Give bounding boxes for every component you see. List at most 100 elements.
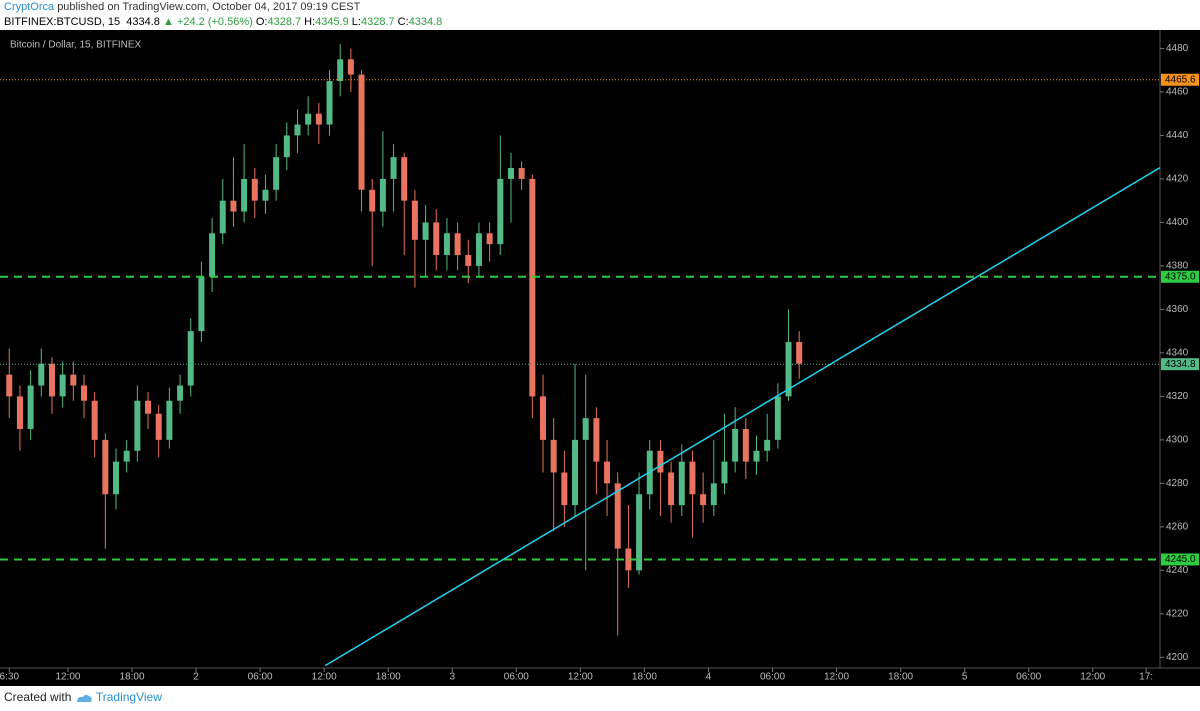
candle-body [614,483,621,549]
ohlc-label: O: [255,16,268,28]
candle-body [241,178,248,212]
candle-body [209,233,216,277]
candle-body [625,548,632,571]
candle-body [721,461,728,484]
candle-body [689,461,696,495]
brand[interactable]: TradingView [95,690,162,704]
x-tick-label: 06:00 [504,672,529,683]
trendline [324,166,1161,667]
y-tick-label: 4360 [1166,304,1189,315]
y-tick-label: 4300 [1166,435,1189,446]
x-tick-label: 5 [962,672,968,683]
ohlc-value: 4334.8 [408,16,443,28]
candle-body [187,331,194,386]
y-tick-label: 4380 [1166,261,1189,272]
candle-body [604,461,611,484]
y-tick-label: 4220 [1166,608,1189,619]
y-tick-label: 4200 [1166,652,1189,663]
created: Created with [4,690,72,704]
y-tick-label: 4460 [1166,87,1189,98]
candle-body [796,342,803,364]
price-label: 4375.0 [1165,271,1196,282]
candle-body [59,374,66,397]
candle-body [177,385,184,401]
candle-body [785,342,792,397]
candle-body [454,233,461,256]
candle-body [273,157,280,190]
logo [76,694,92,702]
candle-body [283,135,290,158]
candle-body [262,189,269,201]
x-tick-label: 12:00 [824,672,849,683]
candle-body [27,385,34,429]
candle-body [582,418,589,440]
candle-body [401,157,408,201]
candle-body [305,113,312,125]
candle-body [497,178,504,245]
price-label-box [1161,73,1199,86]
candle-body [102,439,109,495]
candle-body [294,124,301,136]
candle-body [764,439,771,451]
candle-body [48,363,55,397]
y-tick-label: 4280 [1166,478,1189,489]
y-tick-label: 4400 [1166,217,1189,228]
candle-body [550,439,557,473]
x-tick-label: 18:00 [632,672,657,683]
candle-body [80,385,87,401]
price-label-box [1161,553,1199,566]
change: +24.2 (+0.56%) [176,16,253,28]
x-tick-label: 12:00 [55,672,80,683]
candle-body [486,233,493,245]
candle-body [134,400,141,451]
ohlc-value: 4328.7 [267,16,302,28]
candle-body [390,157,397,179]
candle-body [326,81,333,125]
x-tick-label: 17: [1139,672,1153,683]
y-tick-label: 4260 [1166,521,1189,532]
x-tick-label: 06:00 [760,672,785,683]
candle-body [38,363,45,386]
candle-body [529,178,536,397]
ohlc: O:4328.7 H:4345.9 L:4328.7 C:4334.8 [256,16,445,28]
candle-body [753,450,760,462]
x-tick-label: 3 [449,672,455,683]
candle-body [145,400,152,414]
price-label-box [1161,358,1199,371]
candle-body [657,450,664,473]
candle-body [315,113,322,125]
last: 4334.8 [126,16,160,28]
candle-body [6,374,13,397]
symbol-bar: BITFINEX:BTCUSD, 15 4334.8 ▲ +24.2 (+0.5… [4,16,445,28]
candle-body [443,233,450,256]
ohlc-value: 4345.9 [315,16,349,28]
ohlc-value: 4328.7 [360,16,395,28]
ohlc-label: L: [351,16,361,28]
y-tick-label: 4480 [1166,43,1189,54]
y-tick-label: 4440 [1166,130,1189,141]
x-tick-label: 12:00 [568,672,593,683]
x-tick-label: 4 [706,672,712,683]
candle-body [70,374,77,386]
candle-body [572,439,579,506]
candle-body [700,494,707,506]
chart-title: Bitcoin / Dollar, 15, BITFINEX [10,40,141,51]
candle-body [369,189,376,212]
x-tick-label: 06:00 [248,672,273,683]
candle-body [379,178,386,212]
candle-body [16,396,23,429]
candle-body [347,59,354,75]
y-tick-label: 4240 [1166,565,1189,576]
candle-body [411,200,418,240]
x-tick-label: 06:00 [1016,672,1041,683]
ohlc-label: C: [397,16,409,28]
candle-body [774,396,781,440]
y-tick-label: 4340 [1166,348,1189,359]
candle-body [166,400,173,440]
author[interactable]: CryptOrca [4,1,55,13]
chart: Bitcoin / Dollar, 15, BITFINEX 4200 4220 4… [0,30,1200,686]
candle-body [358,74,365,190]
candle-body [742,428,749,462]
x-tick-label: 12:00 [1080,672,1105,683]
arrow: ▲ [162,16,174,28]
